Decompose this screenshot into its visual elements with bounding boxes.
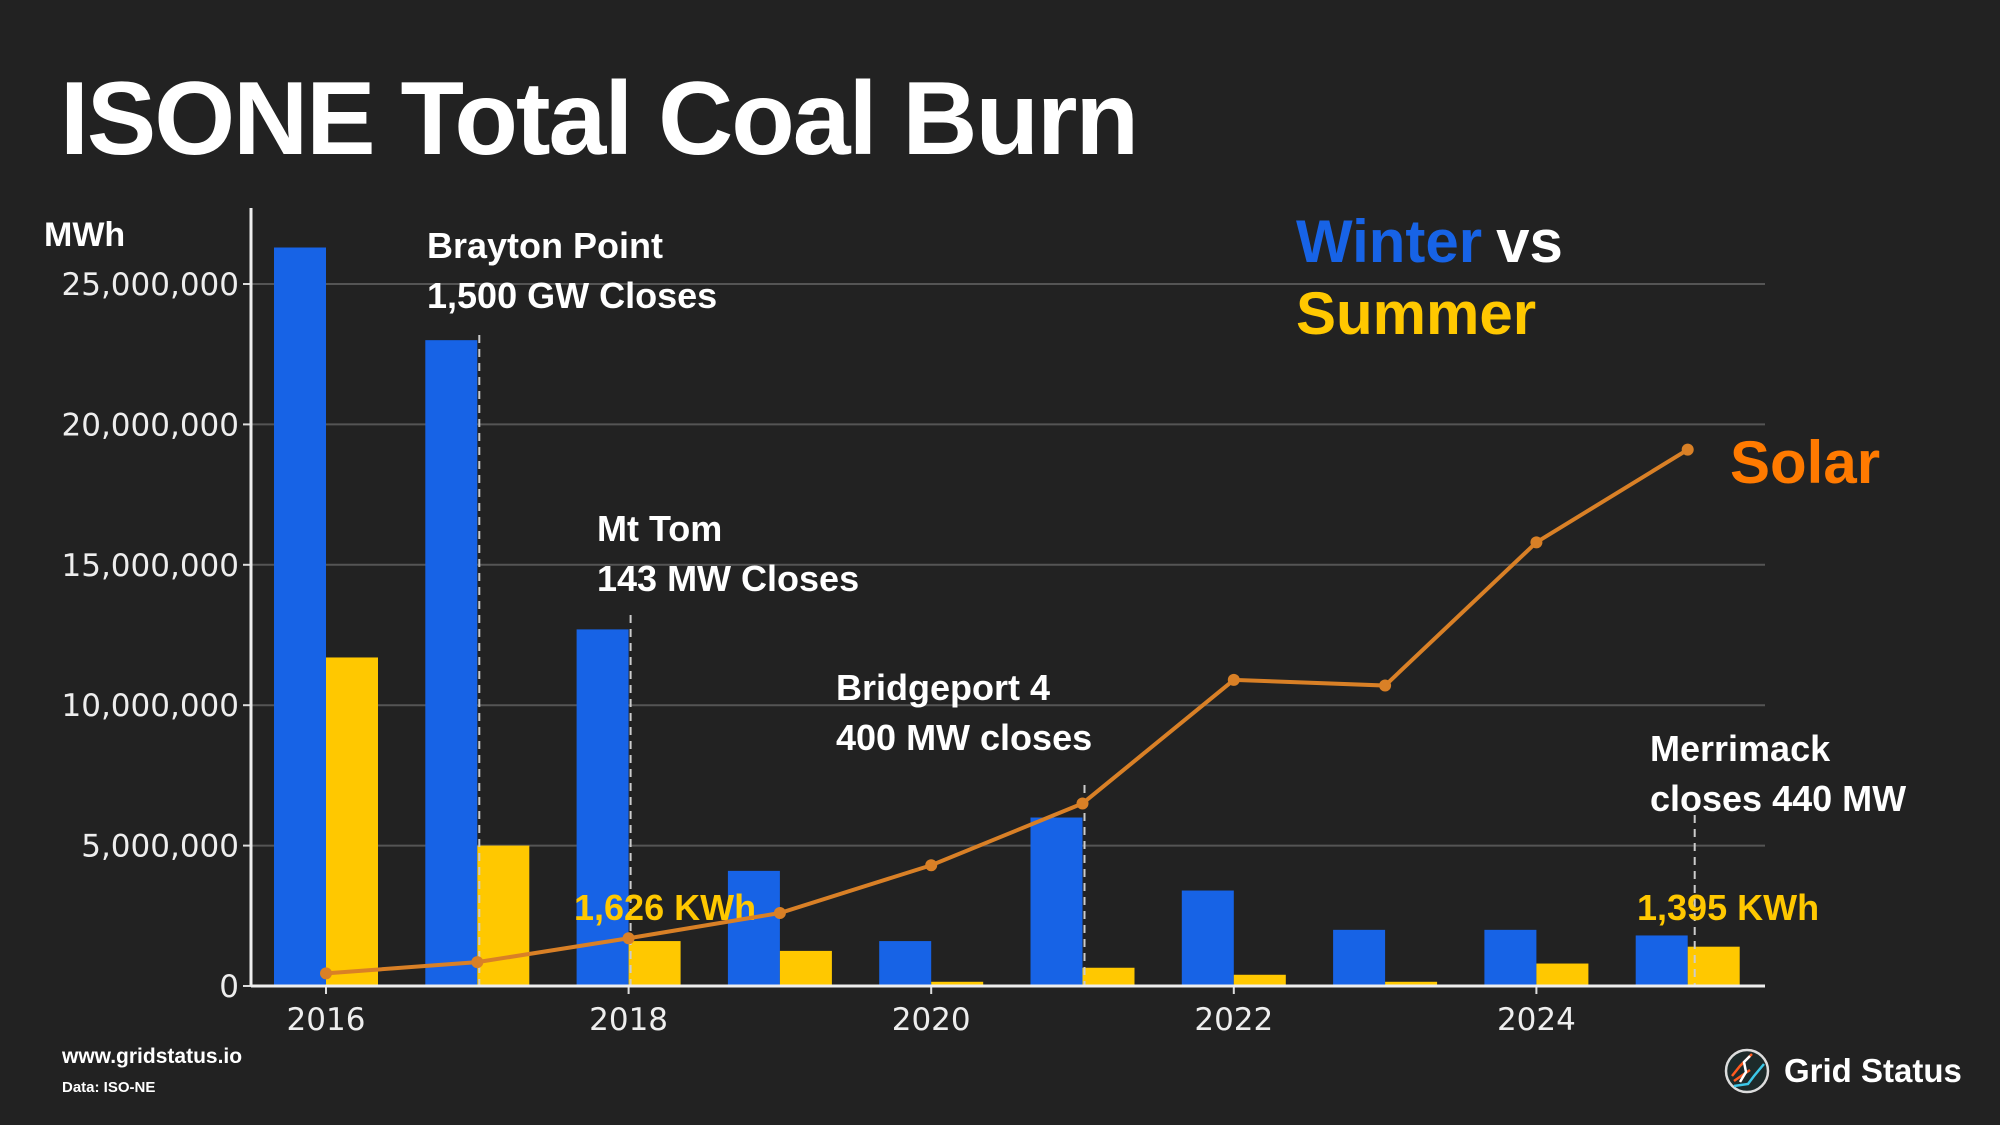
solar-line	[325, 447, 1689, 976]
summer-bar	[931, 981, 984, 986]
x-tick-label: 2022	[1194, 1002, 1273, 1038]
grid-status-logo-icon	[1724, 1048, 1770, 1094]
annotation-detail: 400 MW closes	[836, 717, 1092, 758]
website-url[interactable]: www.gridstatus.io	[62, 1045, 243, 1068]
winter-bar	[1333, 929, 1386, 986]
x-tick-label: 2016	[287, 1002, 366, 1038]
legend-vs: vs	[1496, 208, 1563, 275]
winter-bar	[576, 629, 629, 986]
winter-bar	[1030, 817, 1083, 986]
solar-point	[1076, 797, 1089, 810]
annotation-detail: closes 440 MW	[1650, 778, 1906, 819]
x-tick-label: 2020	[892, 1002, 971, 1038]
winter-bar	[425, 340, 478, 986]
winter-bar	[1484, 929, 1537, 986]
solar-point	[471, 956, 484, 969]
solar-point	[1379, 679, 1392, 692]
solar-point	[320, 967, 332, 980]
y-tick-label: 20,000,000	[62, 407, 240, 443]
solar-point	[925, 859, 938, 872]
summer-bar	[1233, 974, 1286, 986]
data-source: Data: ISO-NE	[62, 1079, 156, 1096]
solar-point	[622, 932, 635, 945]
annotation-title: Merrimack	[1650, 728, 1831, 769]
solar-point	[1681, 443, 1694, 456]
annotation-detail: 143 MW Closes	[597, 558, 859, 599]
summer-bar	[628, 941, 681, 986]
y-tick-label: 25,000,000	[62, 267, 240, 303]
x-tick-label: 2018	[589, 1002, 668, 1038]
legend-summer: Summer	[1296, 280, 1536, 347]
annotation-title: Brayton Point	[427, 225, 663, 266]
y-tick-label: 10,000,000	[62, 688, 240, 724]
legend-winter: Winter	[1296, 208, 1482, 275]
y-tick-label: 0	[219, 969, 239, 1005]
solar-point	[1530, 536, 1543, 549]
chart-title: ISONE Total Coal Burn	[60, 61, 1139, 177]
value-label: 1,395 KWh	[1637, 887, 1819, 928]
y-axis-label: MWh	[44, 216, 125, 254]
legend-winter-vs: Winter vs	[1296, 208, 1563, 275]
summer-bar	[1687, 946, 1740, 986]
winter-bar	[1181, 890, 1234, 986]
summer-bar	[1385, 981, 1438, 986]
summer-bar	[779, 950, 832, 986]
annotation-title: Bridgeport 4	[836, 667, 1050, 708]
summer-bar	[1082, 967, 1135, 986]
brand-name: Grid Status	[1784, 1052, 1962, 1089]
solar-point	[773, 906, 786, 919]
summer-bar	[1536, 963, 1589, 986]
legend-solar: Solar	[1730, 429, 1880, 496]
y-tick-label: 5,000,000	[81, 829, 239, 865]
winter-bar	[1635, 935, 1688, 986]
y-tick-label: 15,000,000	[62, 548, 240, 584]
winter-bar	[879, 941, 932, 986]
annotation-detail: 1,500 GW Closes	[427, 275, 717, 316]
solar-point	[1227, 673, 1240, 686]
annotation-title: Mt Tom	[597, 508, 722, 549]
summer-bar	[326, 657, 378, 986]
summer-bar	[477, 845, 530, 986]
brand-logo: Grid Status	[1724, 1048, 1962, 1094]
winter-bar	[727, 870, 780, 986]
x-tick-label: 2024	[1497, 1002, 1576, 1038]
winter-bar	[274, 247, 326, 987]
